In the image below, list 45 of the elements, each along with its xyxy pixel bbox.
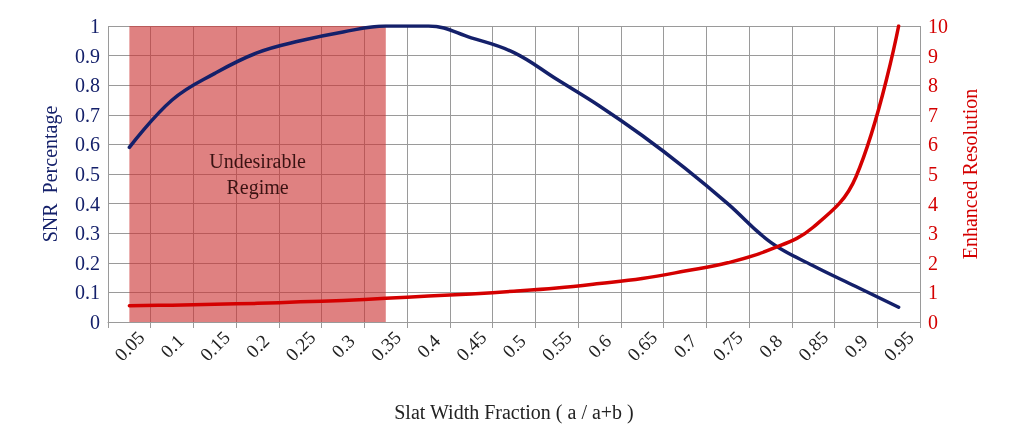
x-tick-label: 0.75 xyxy=(708,326,747,366)
x-tick-label: 0.95 xyxy=(879,326,918,366)
x-tick-label: 0.7 xyxy=(669,330,701,362)
x-tick-label: 0.05 xyxy=(110,326,149,366)
y2-tick-label: 5 xyxy=(928,163,938,185)
y-tick-label: 0.9 xyxy=(75,44,100,67)
y2-tick-label: 10 xyxy=(928,15,948,37)
x-tick-label: 0.15 xyxy=(195,326,235,366)
y2-tick-label: 2 xyxy=(928,251,938,274)
y-tick-label: 0.6 xyxy=(75,133,100,156)
y2-tick-label: 6 xyxy=(928,133,938,156)
y2-axis-title: Enhanced Resolution xyxy=(959,88,981,260)
x-tick-label: 0.1 xyxy=(156,330,188,362)
y2-tick-label: 0 xyxy=(928,311,938,333)
y-tick-label: 0.5 xyxy=(75,163,100,185)
y-tick-label: 0 xyxy=(90,311,100,333)
y-tick-label: 0.3 xyxy=(75,222,100,245)
y2-tick-label: 7 xyxy=(928,103,938,126)
y-tick-label: 1 xyxy=(90,15,100,37)
x-tick-label: 0.85 xyxy=(793,326,833,366)
y2-tick-label: 8 xyxy=(928,74,938,97)
x-tick-label: 0.45 xyxy=(452,326,491,366)
x-tick-label: 0.2 xyxy=(241,330,274,362)
y-tick-label: 0.1 xyxy=(75,281,100,304)
x-tick-label: 0.35 xyxy=(366,326,405,366)
y-tick-label: 0.7 xyxy=(75,103,100,126)
y-axis-title: SNR Percentage xyxy=(39,105,62,243)
y-tick-label: 0.2 xyxy=(75,251,100,274)
y2-tick-label: 3 xyxy=(928,222,938,245)
y2-tick-label: 4 xyxy=(928,192,938,215)
x-axis-title: Slat Width Fraction ( a / a+b ) xyxy=(394,401,634,424)
x-tick-label: 0.8 xyxy=(754,330,787,362)
x-tick-label: 0.55 xyxy=(537,326,576,366)
x-tick-label: 0.6 xyxy=(583,330,616,362)
x-tick-label: 0.25 xyxy=(281,326,320,366)
x-tick-label: 0.3 xyxy=(327,330,359,362)
band-label: Undesirable Regime xyxy=(209,150,307,199)
x-tick-label: 0.5 xyxy=(498,330,530,362)
y2-tick-label: 9 xyxy=(928,44,938,67)
x-tick-label: 0.9 xyxy=(840,330,872,362)
y2-tick-label: 1 xyxy=(928,281,938,304)
y-tick-label: 0.4 xyxy=(75,192,100,215)
x-tick-label: 0.4 xyxy=(412,329,445,362)
x-tick-label: 0.65 xyxy=(623,326,662,366)
y-tick-label: 0.8 xyxy=(75,74,100,97)
